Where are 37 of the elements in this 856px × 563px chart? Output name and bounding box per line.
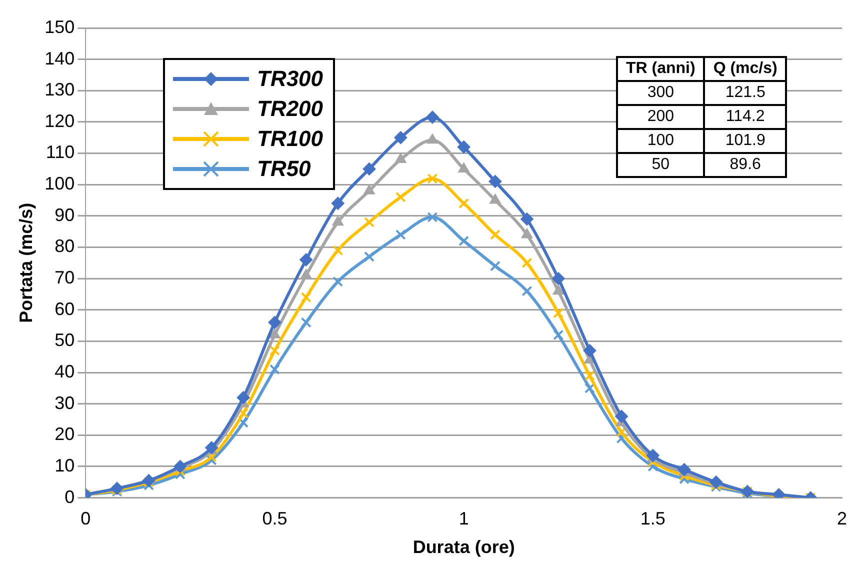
x-tick-label: 1 bbox=[458, 508, 469, 529]
y-tick-label: 140 bbox=[44, 48, 75, 68]
annotation: 300 bbox=[617, 81, 704, 105]
annotation: 101.9 bbox=[704, 129, 786, 153]
annotation: Q (mc/s) bbox=[704, 57, 786, 81]
y-tick-label: 40 bbox=[54, 361, 75, 382]
x-tick-label: 2 bbox=[836, 508, 848, 529]
y-tick-label: 110 bbox=[46, 142, 75, 162]
annotation: 121.5 bbox=[704, 81, 786, 105]
y-tick-label: 100 bbox=[44, 174, 75, 194]
y-tick-label: 150 bbox=[44, 16, 75, 37]
y-tick-label: 20 bbox=[54, 424, 75, 444]
x-tick-label: 1.5 bbox=[640, 508, 666, 529]
annotation: TR (anni) bbox=[617, 57, 704, 81]
x-tick-label: 0 bbox=[80, 508, 91, 529]
legend-label: TR300 bbox=[257, 66, 324, 92]
y-axis-title: Portata (mc/s) bbox=[16, 202, 36, 323]
y-tick-label: 90 bbox=[54, 204, 75, 225]
annotation: 100 bbox=[617, 129, 704, 153]
annotation: 114.2 bbox=[704, 105, 786, 129]
annotation: 200 bbox=[617, 105, 704, 129]
annotation: 89.6 bbox=[704, 153, 786, 177]
legend-label: TR200 bbox=[257, 96, 324, 122]
legend-label: TR50 bbox=[257, 156, 311, 182]
y-tick-label: 60 bbox=[54, 298, 75, 319]
y-tick-label: 130 bbox=[44, 80, 75, 100]
y-tick-label: 10 bbox=[54, 455, 75, 476]
legend-label: TR100 bbox=[257, 126, 324, 152]
y-tick-label: 80 bbox=[54, 236, 75, 256]
annotation: 50 bbox=[617, 153, 704, 177]
y-tick-label: 50 bbox=[54, 330, 75, 350]
y-tick-label: 120 bbox=[44, 110, 75, 131]
y-tick-label: 70 bbox=[54, 268, 75, 288]
x-axis-title: Durata (ore) bbox=[412, 537, 515, 558]
y-tick-label: 0 bbox=[64, 486, 75, 507]
y-tick-label: 30 bbox=[54, 392, 75, 413]
x-tick-label: 0.5 bbox=[262, 508, 288, 529]
